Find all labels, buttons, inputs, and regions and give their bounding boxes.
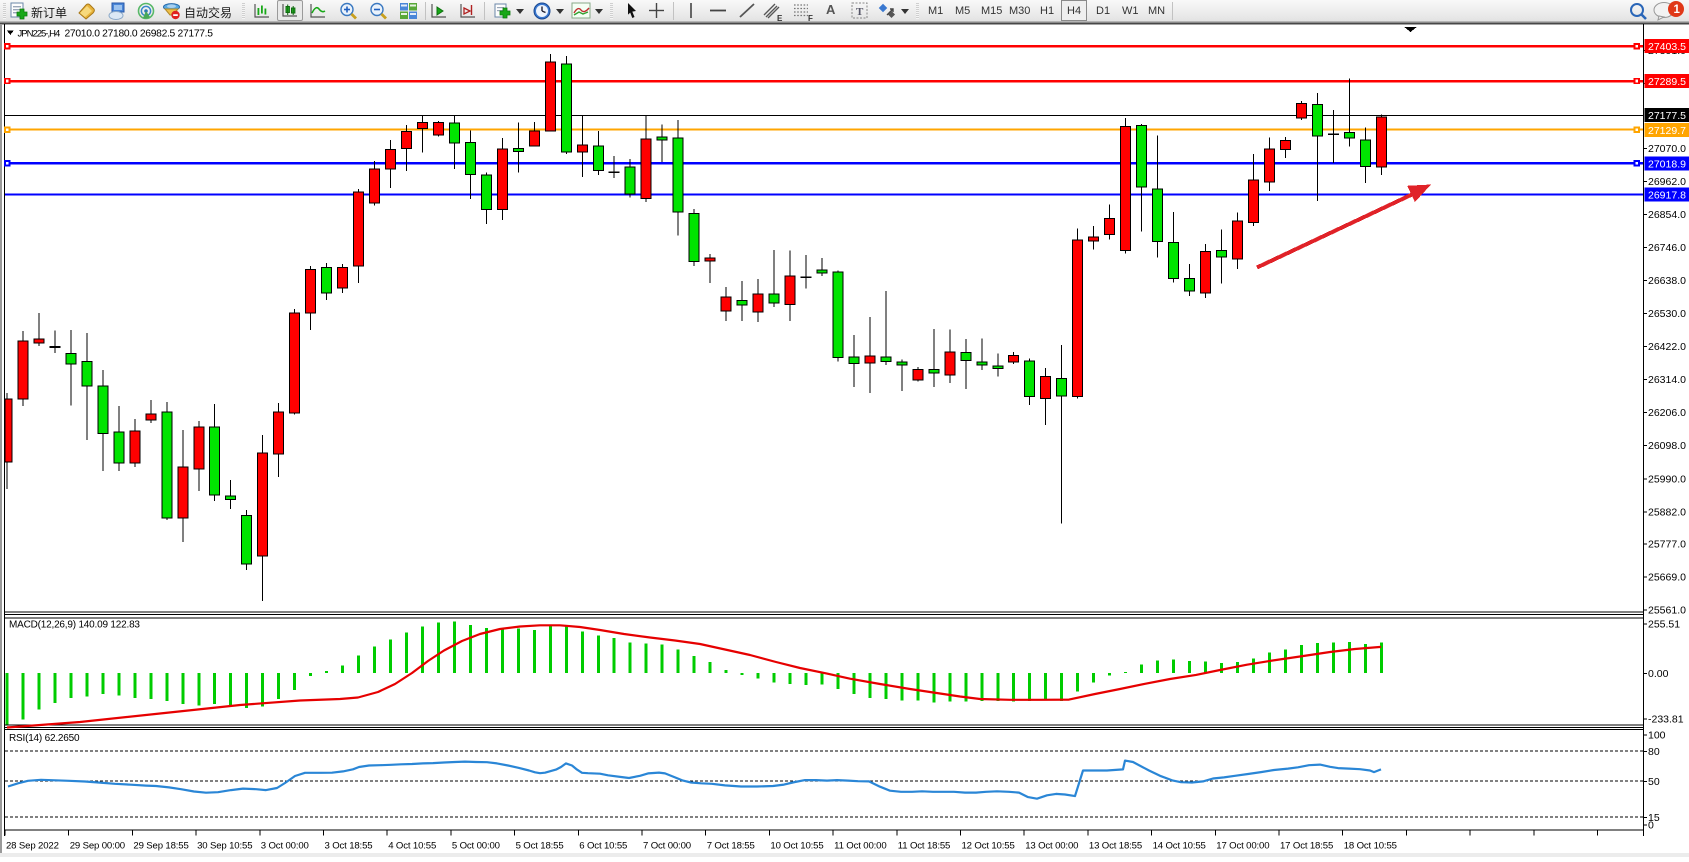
svg-text:255.51: 255.51 xyxy=(1648,618,1680,630)
svg-text:27289.5: 27289.5 xyxy=(1648,76,1686,88)
svg-text:4 Oct 10:55: 4 Oct 10:55 xyxy=(388,841,436,852)
svg-text:26854.0: 26854.0 xyxy=(1648,209,1686,221)
svg-text:7 Oct 00:00: 7 Oct 00:00 xyxy=(643,841,691,852)
svg-text:5 Oct 18:55: 5 Oct 18:55 xyxy=(516,841,564,852)
svg-text:3 Oct 18:55: 3 Oct 18:55 xyxy=(325,841,373,852)
svg-text:17 Oct 18:55: 17 Oct 18:55 xyxy=(1280,841,1333,852)
svg-text:80: 80 xyxy=(1648,746,1660,758)
svg-text:17 Oct 00:00: 17 Oct 00:00 xyxy=(1216,841,1269,852)
svg-text:25990.0: 25990.0 xyxy=(1648,473,1686,485)
svg-text:JPN225-,H4: JPN225-,H4 xyxy=(18,29,60,40)
svg-text:25561.0: 25561.0 xyxy=(1648,604,1686,616)
svg-text:29 Sep 18:55: 29 Sep 18:55 xyxy=(133,841,188,852)
svg-text:0: 0 xyxy=(1648,820,1654,832)
svg-text:29 Sep 00:00: 29 Sep 00:00 xyxy=(70,841,125,852)
svg-text:13 Oct 18:55: 13 Oct 18:55 xyxy=(1089,841,1142,852)
svg-text:12 Oct 10:55: 12 Oct 10:55 xyxy=(962,841,1015,852)
svg-text:26530.0: 26530.0 xyxy=(1648,308,1686,320)
svg-text:F: F xyxy=(808,14,813,22)
svg-text:50: 50 xyxy=(1648,776,1660,788)
svg-text:27010.0 27180.0 26982.5 27177.: 27010.0 27180.0 26982.5 27177.5 xyxy=(65,29,214,40)
svg-text:T: T xyxy=(856,6,864,18)
svg-text:26206.0: 26206.0 xyxy=(1648,407,1686,419)
svg-text:26314.0: 26314.0 xyxy=(1648,374,1686,386)
svg-text:26746.0: 26746.0 xyxy=(1648,242,1686,254)
svg-text:14 Oct 10:55: 14 Oct 10:55 xyxy=(1153,841,1206,852)
svg-text:27403.5: 27403.5 xyxy=(1648,41,1686,53)
svg-text:30 Sep 10:55: 30 Sep 10:55 xyxy=(197,841,252,852)
svg-text:26422.0: 26422.0 xyxy=(1648,341,1686,353)
svg-text:13 Oct 00:00: 13 Oct 00:00 xyxy=(1025,841,1078,852)
svg-text:25669.0: 25669.0 xyxy=(1648,571,1686,583)
svg-text:11 Oct 18:55: 11 Oct 18:55 xyxy=(898,841,950,852)
svg-text:11 Oct 00:00: 11 Oct 00:00 xyxy=(834,841,886,852)
svg-text:MACD(12,26,9) 140.09 122.83: MACD(12,26,9) 140.09 122.83 xyxy=(9,620,140,631)
svg-text:0.00: 0.00 xyxy=(1648,668,1669,680)
svg-text:27070.0: 27070.0 xyxy=(1648,143,1686,155)
svg-text:27129.7: 27129.7 xyxy=(1648,125,1686,137)
svg-text:28 Sep 2022: 28 Sep 2022 xyxy=(6,841,59,852)
svg-text:100: 100 xyxy=(1648,730,1666,742)
svg-text:RSI(14) 62.2650: RSI(14) 62.2650 xyxy=(9,733,80,744)
svg-text:6 Oct 10:55: 6 Oct 10:55 xyxy=(579,841,627,852)
svg-text:7 Oct 18:55: 7 Oct 18:55 xyxy=(707,841,755,852)
svg-text:27018.9: 27018.9 xyxy=(1648,159,1686,171)
svg-text:3 Oct 00:00: 3 Oct 00:00 xyxy=(261,841,309,852)
svg-text:27177.5: 27177.5 xyxy=(1648,110,1686,122)
svg-text:10 Oct 10:55: 10 Oct 10:55 xyxy=(770,841,823,852)
svg-text:18 Oct 10:55: 18 Oct 10:55 xyxy=(1344,841,1397,852)
svg-text:25777.0: 25777.0 xyxy=(1648,538,1686,550)
svg-text:-233.81: -233.81 xyxy=(1648,714,1684,726)
svg-text:26962.0: 26962.0 xyxy=(1648,176,1686,188)
svg-text:E: E xyxy=(777,14,783,22)
svg-text:26638.0: 26638.0 xyxy=(1648,275,1686,287)
svg-text:5 Oct 00:00: 5 Oct 00:00 xyxy=(452,841,500,852)
svg-text:26917.8: 26917.8 xyxy=(1648,190,1686,202)
svg-text:1: 1 xyxy=(1674,4,1681,16)
svg-text:26098.0: 26098.0 xyxy=(1648,440,1686,452)
svg-text:25882.0: 25882.0 xyxy=(1648,506,1686,518)
